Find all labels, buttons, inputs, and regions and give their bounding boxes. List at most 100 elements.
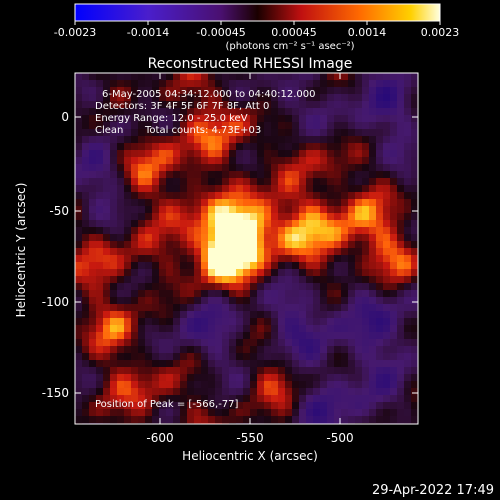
heatmap-cell (208, 94, 216, 102)
heatmap-cell (257, 157, 265, 165)
heatmap-cell (173, 318, 181, 326)
heatmap-cell (75, 311, 83, 319)
heatmap-cell (348, 297, 356, 305)
heatmap-cell (411, 339, 418, 347)
heatmap-cell (96, 150, 104, 158)
heatmap-cell (404, 122, 412, 130)
heatmap-cell (96, 346, 104, 354)
heatmap-cell (215, 73, 223, 81)
heatmap-cell (341, 402, 349, 410)
heatmap-cell (229, 276, 237, 284)
heatmap-cell (110, 164, 118, 172)
heatmap-cell (117, 311, 125, 319)
heatmap-cell (285, 381, 293, 389)
heatmap-cell (159, 234, 167, 242)
heatmap-cell (152, 388, 160, 396)
heatmap-cell (411, 220, 418, 228)
heatmap-cell (75, 199, 83, 207)
heatmap-cell (383, 269, 391, 277)
heatmap-cell (306, 297, 314, 305)
heatmap-cell (124, 332, 132, 340)
heatmap-cell (257, 311, 265, 319)
heatmap-cell (299, 283, 307, 291)
heatmap-cell (138, 381, 146, 389)
heatmap-cell (250, 290, 258, 298)
heatmap-cell (103, 87, 111, 95)
heatmap-cell (194, 206, 202, 214)
heatmap-cell (257, 283, 265, 291)
heatmap-cell (208, 227, 216, 235)
heatmap-cell (117, 269, 125, 277)
heatmap-cell (243, 395, 251, 403)
heatmap-cell (166, 80, 174, 88)
heatmap-cell (194, 262, 202, 270)
heatmap-cell (411, 129, 418, 137)
heatmap-cell (250, 206, 258, 214)
heatmap-cell (215, 171, 223, 179)
heatmap-cell (341, 283, 349, 291)
heatmap-cell (334, 318, 342, 326)
heatmap-cell (131, 360, 139, 368)
heatmap-cell (250, 115, 258, 123)
heatmap-cell (327, 262, 335, 270)
heatmap-cell (285, 241, 293, 249)
heatmap-cell (166, 388, 174, 396)
heatmap-cell (404, 143, 412, 151)
heatmap-cell (348, 416, 356, 424)
heatmap-cell (285, 185, 293, 193)
heatmap-cell (376, 332, 384, 340)
heatmap-cell (278, 367, 286, 375)
heatmap-cell (131, 416, 139, 424)
heatmap-cell (257, 325, 265, 333)
detectors-annotation: Detectors: 3F 4F 5F 6F 7F 8F, Att 0 (95, 101, 269, 112)
heatmap-cell (341, 206, 349, 214)
heatmap-cell (117, 395, 125, 403)
heatmap-cell (131, 192, 139, 200)
heatmap-cell (264, 185, 272, 193)
heatmap-cell (355, 227, 363, 235)
heatmap-cell (173, 332, 181, 340)
heatmap-cell (411, 143, 418, 151)
heatmap-cell (264, 220, 272, 228)
heatmap-cell (187, 388, 195, 396)
heatmap-cell (362, 129, 370, 137)
heatmap-cell (229, 409, 237, 417)
heatmap-cell (264, 87, 272, 95)
heatmap-cell (103, 381, 111, 389)
heatmap-cell (173, 409, 181, 417)
heatmap-cell (75, 129, 83, 137)
heatmap-cell (96, 248, 104, 256)
heatmap-cell (334, 269, 342, 277)
heatmap-cell (411, 101, 418, 109)
heatmap-cell (229, 122, 237, 130)
heatmap-cell (397, 262, 405, 270)
heatmap-cell (201, 101, 209, 109)
heatmap-cell (180, 290, 188, 298)
heatmap-cell (229, 269, 237, 277)
heatmap-cell (334, 255, 342, 263)
heatmap-cell (180, 346, 188, 354)
colorbar-tick-label: -0.0014 (127, 26, 169, 39)
heatmap-cell (166, 94, 174, 102)
heatmap-cell (313, 416, 321, 424)
heatmap-cell (103, 220, 111, 228)
heatmap-cell (180, 353, 188, 361)
heatmap-cell (320, 80, 328, 88)
plot-title: Reconstructed RHESSI Image (148, 56, 353, 72)
heatmap-cell (243, 143, 251, 151)
heatmap-cell (82, 185, 90, 193)
heatmap-cell (166, 220, 174, 228)
heatmap-cell (180, 395, 188, 403)
heatmap-cell (334, 353, 342, 361)
heatmap-cell (208, 115, 216, 123)
heatmap-cell (320, 157, 328, 165)
heatmap-cell (355, 416, 363, 424)
heatmap-cell (117, 129, 125, 137)
heatmap-cell (166, 108, 174, 116)
heatmap-cell (264, 374, 272, 382)
heatmap-cell (152, 283, 160, 291)
heatmap-cell (173, 241, 181, 249)
heatmap-cell (299, 381, 307, 389)
heatmap-cell (362, 311, 370, 319)
heatmap-cell (117, 220, 125, 228)
